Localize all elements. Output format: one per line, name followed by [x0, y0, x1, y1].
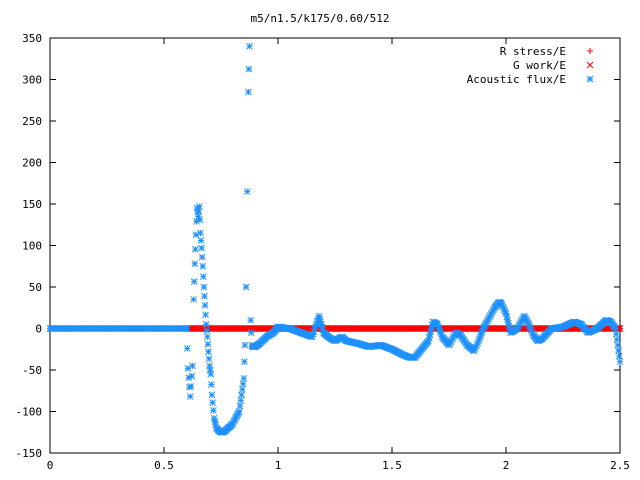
data-point: [188, 372, 196, 380]
y-tick-label: -150: [16, 447, 43, 460]
y-tick-label: 50: [29, 281, 42, 294]
data-point: [183, 325, 191, 332]
data-point: [614, 341, 622, 349]
data-point: [208, 391, 216, 399]
x-tick-label: 1.5: [382, 459, 402, 472]
data-point: [196, 216, 204, 224]
data-point: [203, 327, 211, 334]
data-point: [245, 88, 252, 96]
legend-label: Acoustic flux/E: [467, 73, 566, 86]
data-point: [242, 283, 250, 291]
data-point: [239, 380, 247, 388]
data-point: [202, 320, 210, 328]
y-tick-label: 350: [22, 32, 42, 45]
data-point: [202, 311, 209, 319]
series-2: [46, 42, 624, 436]
data-point: [197, 229, 204, 237]
data-point: [190, 278, 198, 285]
data-point: [203, 333, 211, 341]
data-point: [238, 391, 245, 399]
x-tick-label: 2: [503, 459, 510, 472]
data-point: [189, 362, 196, 370]
y-tick-label: 200: [22, 157, 42, 170]
legend-label: G work/E: [513, 59, 566, 72]
data-point: [199, 273, 207, 280]
data-point: [201, 301, 209, 309]
legend-marker: [586, 61, 594, 69]
data-point: [210, 407, 217, 414]
data-point: [241, 341, 249, 349]
axis-tick-labels: 350 300 250 200 150 100 50 0 -50 -100 -150 0 0.5 1 1.5…: [16, 32, 630, 472]
data-point: [612, 330, 620, 338]
data-point: [198, 244, 205, 252]
y-tick-label: 100: [22, 240, 42, 253]
data-point: [615, 352, 623, 360]
x-tick-label: 0: [47, 459, 54, 472]
data-point: [247, 316, 254, 324]
y-tick-label: 300: [22, 74, 42, 87]
data-point: [207, 370, 215, 378]
x-tick-label: 0.5: [154, 459, 174, 472]
data-point: [237, 397, 245, 404]
data-point: [195, 203, 203, 210]
data-point: [200, 283, 208, 291]
x-tick-label: 1: [275, 459, 282, 472]
data-point: [246, 42, 253, 50]
data-point: [198, 253, 206, 261]
data-point: [236, 402, 244, 410]
data-point: [616, 358, 624, 366]
data-point: [205, 355, 213, 363]
data-point: [245, 65, 253, 73]
data-point: [205, 348, 212, 356]
data-point: [191, 245, 199, 253]
y-tick-label: 250: [22, 115, 42, 128]
data-point: [199, 262, 207, 270]
y-tick-label: -50: [22, 364, 42, 377]
axis-ticks: [49, 37, 621, 454]
data-point: [243, 188, 251, 195]
x-tick-label: 2.5: [610, 459, 630, 472]
chart-title: m5/n1.5/k175/0.60/512: [250, 12, 389, 25]
data-point: [184, 345, 191, 352]
data-point: [240, 374, 248, 382]
data-point: [190, 296, 197, 303]
data-point: [238, 386, 246, 393]
legend-label: R stress/E: [500, 45, 566, 58]
data-point: [241, 358, 248, 366]
plot-frame: [49, 37, 621, 454]
data-point: [186, 393, 194, 400]
data-point: [247, 329, 255, 337]
y-tick-label: 0: [35, 323, 42, 336]
data-point: [615, 347, 622, 354]
data-point: [207, 381, 215, 388]
data-point: [197, 237, 205, 244]
data-point: [235, 408, 243, 415]
y-tick-label: -100: [16, 406, 43, 419]
data-point: [191, 260, 199, 268]
data-point: [613, 336, 621, 343]
data-point: [187, 382, 195, 390]
data-point: [201, 292, 208, 300]
series-layer: [46, 42, 624, 436]
data-point: [209, 399, 216, 407]
data-point: [612, 325, 619, 332]
legend-marker: [587, 48, 593, 54]
legend-marker: [586, 75, 594, 83]
y-tick-label: 150: [22, 198, 42, 211]
data-point: [204, 340, 212, 348]
